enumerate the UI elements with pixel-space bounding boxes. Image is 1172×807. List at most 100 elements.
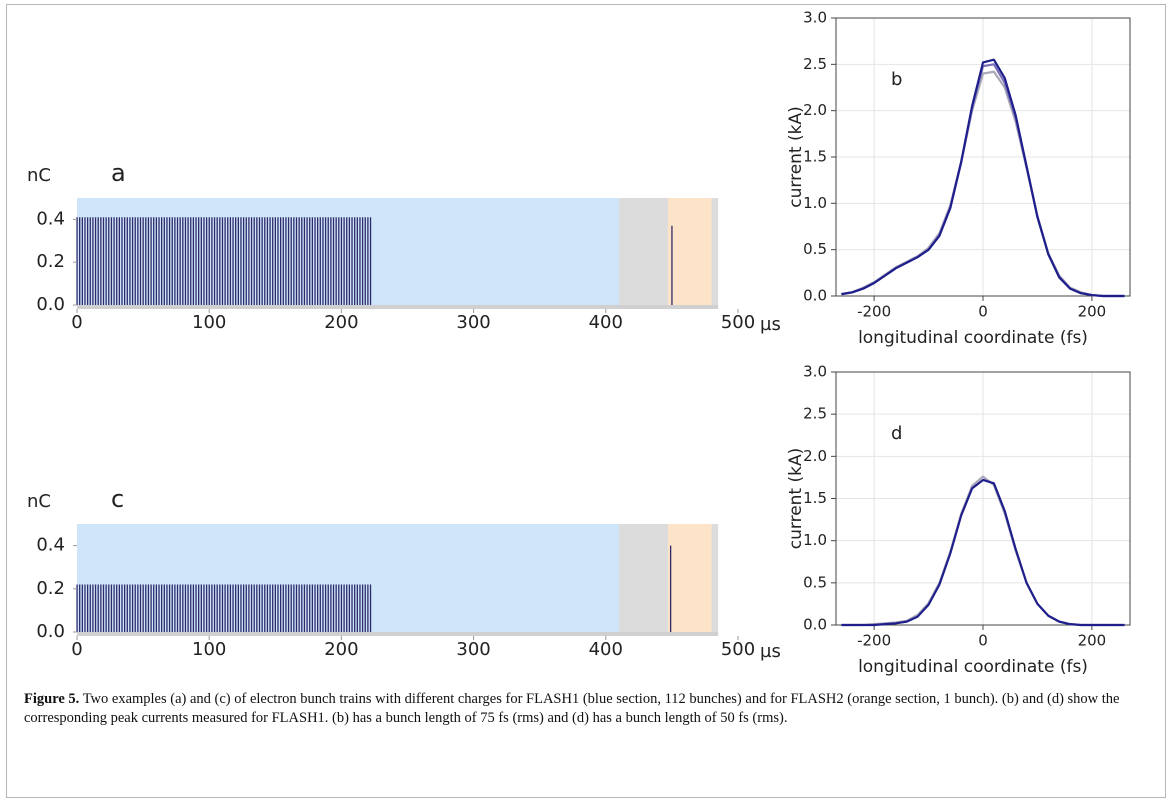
bunch-bar bbox=[221, 584, 224, 632]
bunch-bar bbox=[229, 584, 232, 632]
bunch-bar bbox=[322, 584, 324, 632]
y-tick-label: 0.2 bbox=[36, 251, 65, 272]
bunch-bar bbox=[261, 217, 263, 305]
y-tick-label: 1.5 bbox=[803, 489, 827, 507]
y-tick-label: 0.0 bbox=[36, 294, 65, 315]
y-tick-label: 1.0 bbox=[803, 531, 827, 549]
bunch-bar bbox=[84, 217, 86, 305]
bunch-bar bbox=[89, 217, 91, 305]
x-tick-label: 300 bbox=[456, 639, 490, 660]
bunch-bar bbox=[317, 584, 319, 632]
y-tick-label: 3.0 bbox=[803, 9, 827, 27]
bunch-bar bbox=[116, 217, 118, 305]
bunch-bar bbox=[137, 584, 139, 632]
bunch-bar bbox=[195, 217, 197, 305]
bunch-bar bbox=[324, 217, 327, 305]
bunch-bar bbox=[216, 217, 218, 305]
caption: Figure 5. Two examples (a) and (c) of el… bbox=[24, 690, 1144, 728]
y-tick-label: 0.0 bbox=[803, 287, 827, 305]
panel-label: b bbox=[891, 69, 902, 90]
bunch-bar bbox=[100, 217, 102, 305]
bunch-bar bbox=[359, 217, 361, 305]
bunch-bar bbox=[332, 584, 335, 632]
bunch-bar bbox=[221, 217, 224, 305]
bunch-bar bbox=[190, 584, 192, 632]
bunch-bar bbox=[158, 584, 160, 632]
y-tick-label: 0.4 bbox=[36, 208, 65, 229]
bunch-bar bbox=[205, 584, 208, 632]
bunch-bar bbox=[224, 217, 226, 305]
bunch-bar bbox=[248, 584, 250, 632]
bunch-bar bbox=[277, 217, 279, 305]
y-axis-label: current (kA) bbox=[786, 106, 806, 207]
x-tick-label: 100 bbox=[192, 312, 226, 333]
bunch-bar bbox=[245, 217, 247, 305]
y-axis-label: current (kA) bbox=[786, 448, 806, 549]
bunch-bar bbox=[354, 217, 356, 305]
bunch-bar bbox=[235, 217, 237, 305]
bunch-bar bbox=[129, 584, 131, 632]
bunch-bar bbox=[134, 584, 136, 632]
bunch-bar bbox=[277, 584, 279, 632]
bunch-bar bbox=[295, 584, 298, 632]
bunch-bar bbox=[351, 217, 353, 305]
bunch-bar bbox=[97, 584, 99, 632]
y-tick-label: 2.0 bbox=[803, 447, 827, 465]
bunch-bar bbox=[213, 217, 216, 305]
x-unit: µs bbox=[760, 314, 781, 335]
bunch-bar bbox=[192, 584, 195, 632]
bunch-bar bbox=[174, 217, 176, 305]
bunch-bar bbox=[81, 217, 83, 305]
bunch-bar bbox=[356, 217, 358, 305]
bunch-bar bbox=[256, 217, 258, 305]
bunch-bar bbox=[250, 217, 253, 305]
bunch-bar bbox=[240, 584, 242, 632]
bunch-bar bbox=[303, 584, 306, 632]
x-tick-label: 0 bbox=[978, 303, 988, 321]
bunch-bar bbox=[184, 584, 187, 632]
x-tick-label: 500 bbox=[721, 312, 755, 333]
x-tick-label: 400 bbox=[589, 639, 623, 660]
bunch-bar bbox=[293, 584, 295, 632]
bunch-bar bbox=[269, 217, 271, 305]
bunch-bar bbox=[168, 584, 171, 632]
bunch-bar bbox=[256, 584, 258, 632]
bunch-bar bbox=[153, 584, 155, 632]
bunch-bar bbox=[356, 584, 358, 632]
bunch-bar bbox=[306, 584, 308, 632]
bunch-bar bbox=[179, 217, 181, 305]
bunch-bar bbox=[161, 217, 163, 305]
bunch-bar bbox=[351, 584, 353, 632]
bunch-bar bbox=[227, 584, 229, 632]
bunch-bar bbox=[232, 217, 234, 305]
bunch-bar bbox=[272, 217, 274, 305]
bunch-bar bbox=[219, 217, 221, 305]
bunch-bar bbox=[367, 584, 369, 632]
bunch-bar bbox=[108, 584, 110, 632]
bunch-bar bbox=[287, 584, 290, 632]
bunch-bar bbox=[179, 584, 181, 632]
bunch-bar bbox=[327, 217, 329, 305]
panel-label: d bbox=[891, 423, 902, 444]
bunch-bar bbox=[116, 584, 118, 632]
bunch-bar bbox=[84, 584, 86, 632]
bunch-bar bbox=[269, 584, 271, 632]
bunch-bar bbox=[108, 217, 110, 305]
bunch-bar bbox=[224, 584, 226, 632]
bunch-bar bbox=[105, 217, 107, 305]
bunch-bar bbox=[176, 584, 179, 632]
x-tick-label: 0 bbox=[71, 639, 82, 660]
bunch-bar bbox=[346, 584, 348, 632]
bunch-bar bbox=[163, 217, 165, 305]
current-profile bbox=[841, 478, 1125, 627]
bunch-bar bbox=[171, 584, 173, 632]
bunch-bar bbox=[184, 217, 187, 305]
bunch-bar bbox=[240, 217, 242, 305]
bunch-bar bbox=[671, 225, 673, 305]
bunch-bar bbox=[195, 584, 197, 632]
bunch-bar bbox=[335, 217, 337, 305]
bunch-bar bbox=[285, 584, 287, 632]
y-tick-label: 1.5 bbox=[803, 148, 827, 166]
bunch-bar bbox=[142, 584, 144, 632]
